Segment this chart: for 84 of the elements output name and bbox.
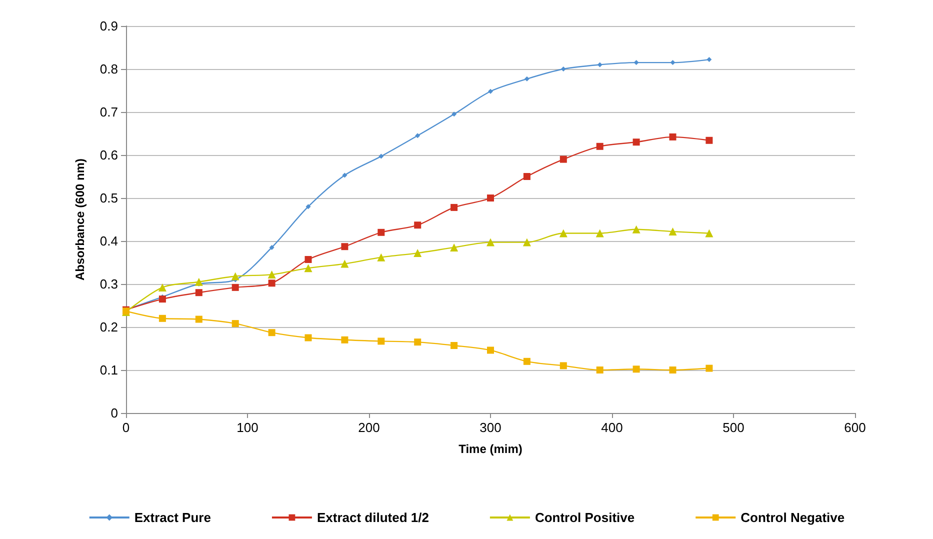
point	[560, 156, 567, 163]
x-tick-label: 100	[236, 420, 258, 435]
x-tick-label: 200	[358, 420, 380, 435]
point	[306, 204, 311, 210]
point	[158, 283, 166, 292]
y-tick-label: 0.8	[100, 62, 118, 76]
point	[195, 289, 202, 296]
point	[342, 172, 348, 178]
point	[414, 222, 422, 229]
point	[341, 243, 348, 250]
point	[232, 284, 239, 291]
point	[486, 238, 494, 246]
point	[378, 338, 385, 345]
point	[304, 264, 312, 272]
point	[194, 278, 203, 286]
point	[596, 142, 604, 150]
x-tick-label: 0	[122, 420, 130, 435]
point	[488, 88, 493, 94]
point	[341, 336, 348, 344]
y-tick-label: 0	[110, 406, 118, 420]
point	[669, 133, 676, 140]
x-tick-label: 300	[480, 420, 502, 435]
point	[452, 112, 457, 117]
y-axis-title: Absorbance (600 nm)	[73, 158, 87, 281]
point	[632, 138, 640, 146]
y-tick-label: 0.9	[100, 18, 118, 34]
point	[560, 66, 566, 72]
legend-label: Extract Pure	[134, 510, 211, 525]
point	[450, 204, 458, 211]
point	[597, 62, 602, 68]
point	[414, 338, 422, 346]
x-axis-title: Time (mim)	[458, 442, 522, 456]
point	[596, 366, 604, 374]
point	[414, 249, 422, 258]
point	[706, 57, 712, 62]
point	[268, 270, 276, 279]
point	[268, 280, 276, 287]
legend-label: Extract diluted 1/2	[316, 510, 429, 525]
point	[559, 229, 568, 238]
y-tick-label: 0.3	[100, 276, 118, 292]
point	[231, 272, 240, 280]
point	[232, 320, 239, 328]
point	[632, 366, 640, 373]
y-tick-label: 0.1	[100, 362, 118, 378]
x-tick-label: 500	[722, 420, 744, 435]
point	[340, 260, 349, 268]
x-tick-label: 600	[844, 420, 866, 435]
y-tick-label: 0.7	[100, 104, 118, 120]
point	[158, 296, 166, 303]
point	[634, 60, 639, 66]
legend-label: Control Negative	[740, 510, 845, 525]
point	[378, 228, 385, 236]
y-tick-label: 0.5	[100, 190, 118, 206]
y-tick-label: 0.4	[100, 234, 118, 248]
point	[706, 364, 713, 372]
point	[706, 136, 713, 144]
point	[668, 228, 677, 236]
point	[450, 243, 458, 252]
x-tick-label: 400	[601, 420, 623, 435]
point	[377, 253, 386, 262]
point	[705, 229, 714, 238]
point	[524, 76, 530, 82]
point	[415, 133, 420, 138]
point	[523, 358, 530, 365]
point	[304, 334, 312, 342]
point	[269, 244, 274, 250]
point	[632, 225, 640, 234]
point	[560, 362, 567, 370]
point	[195, 316, 202, 323]
point	[669, 366, 676, 374]
point	[487, 346, 494, 354]
point	[304, 256, 312, 263]
point	[487, 194, 494, 202]
point	[523, 173, 530, 180]
point	[268, 329, 276, 336]
point	[450, 342, 458, 349]
y-tick-label: 0.2	[100, 320, 118, 334]
y-tick-label: 0.6	[100, 148, 118, 162]
point	[378, 154, 384, 159]
point	[158, 314, 166, 322]
point	[522, 238, 531, 246]
point	[670, 60, 676, 66]
point	[596, 229, 604, 238]
legend-label: Control Positive	[534, 510, 635, 525]
